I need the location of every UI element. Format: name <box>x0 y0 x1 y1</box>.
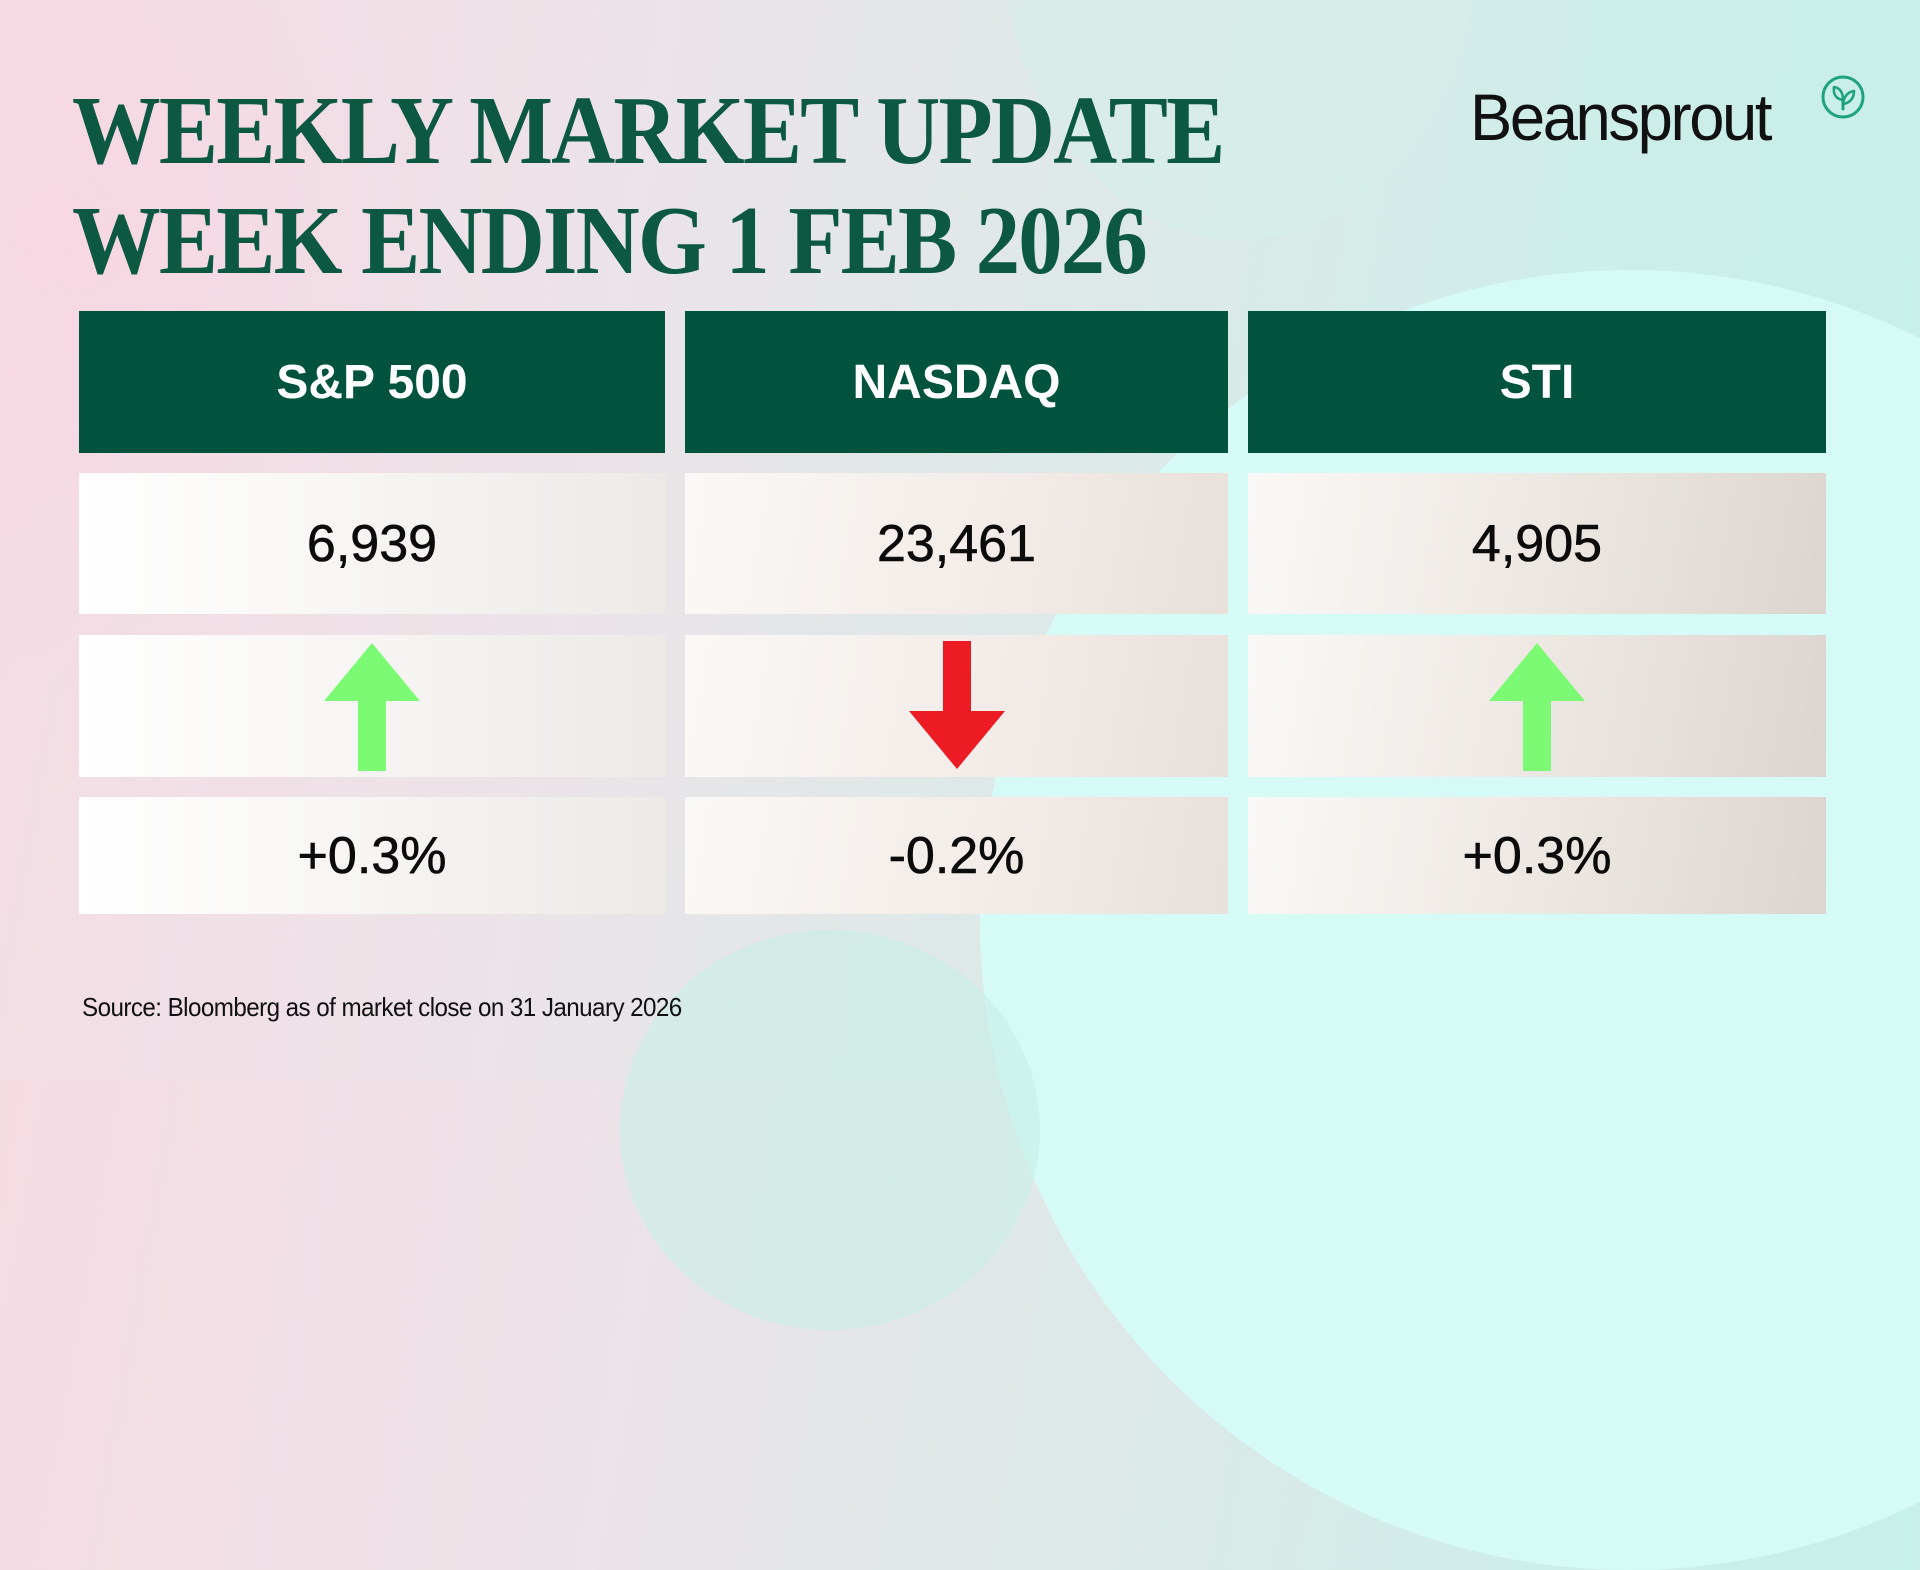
index-header-sp500: S&P 500 <box>79 311 665 453</box>
direction-cell-nasdaq <box>685 635 1228 777</box>
index-value-sti: 4,905 <box>1248 473 1826 614</box>
background-blob-bottom <box>620 930 1040 1330</box>
sprout-circle-icon <box>1821 75 1865 119</box>
index-value-sp500: 6,939 <box>79 473 665 614</box>
index-header-sti: STI <box>1248 311 1826 453</box>
arrow-up-icon <box>324 643 420 771</box>
source-note: Source: Bloomberg as of market close on … <box>82 992 682 1022</box>
title-line-2: WEEK ENDING 1 FEB 2026 <box>72 187 1148 295</box>
background-blob-right <box>980 270 1920 1570</box>
index-header-nasdaq: NASDAQ <box>685 311 1228 453</box>
index-value-nasdaq: 23,461 <box>685 473 1228 614</box>
title-line-1: WEEKLY MARKET UPDATE <box>72 77 1225 185</box>
page-title: WEEKLY MARKET UPDATE WEEK ENDING 1 FEB 2… <box>72 76 1225 296</box>
arrow-down-icon <box>908 641 1005 769</box>
arrow-up-icon <box>1489 643 1585 771</box>
direction-cell-sti <box>1248 635 1826 777</box>
index-change-sti: +0.3% <box>1248 797 1826 914</box>
brand-name: Beansprout <box>1470 80 1772 154</box>
brand-logo: Beansprout <box>1470 72 1865 162</box>
index-change-nasdaq: -0.2% <box>685 797 1228 914</box>
index-change-sp500: +0.3% <box>79 797 665 914</box>
direction-cell-sp500 <box>79 635 665 777</box>
